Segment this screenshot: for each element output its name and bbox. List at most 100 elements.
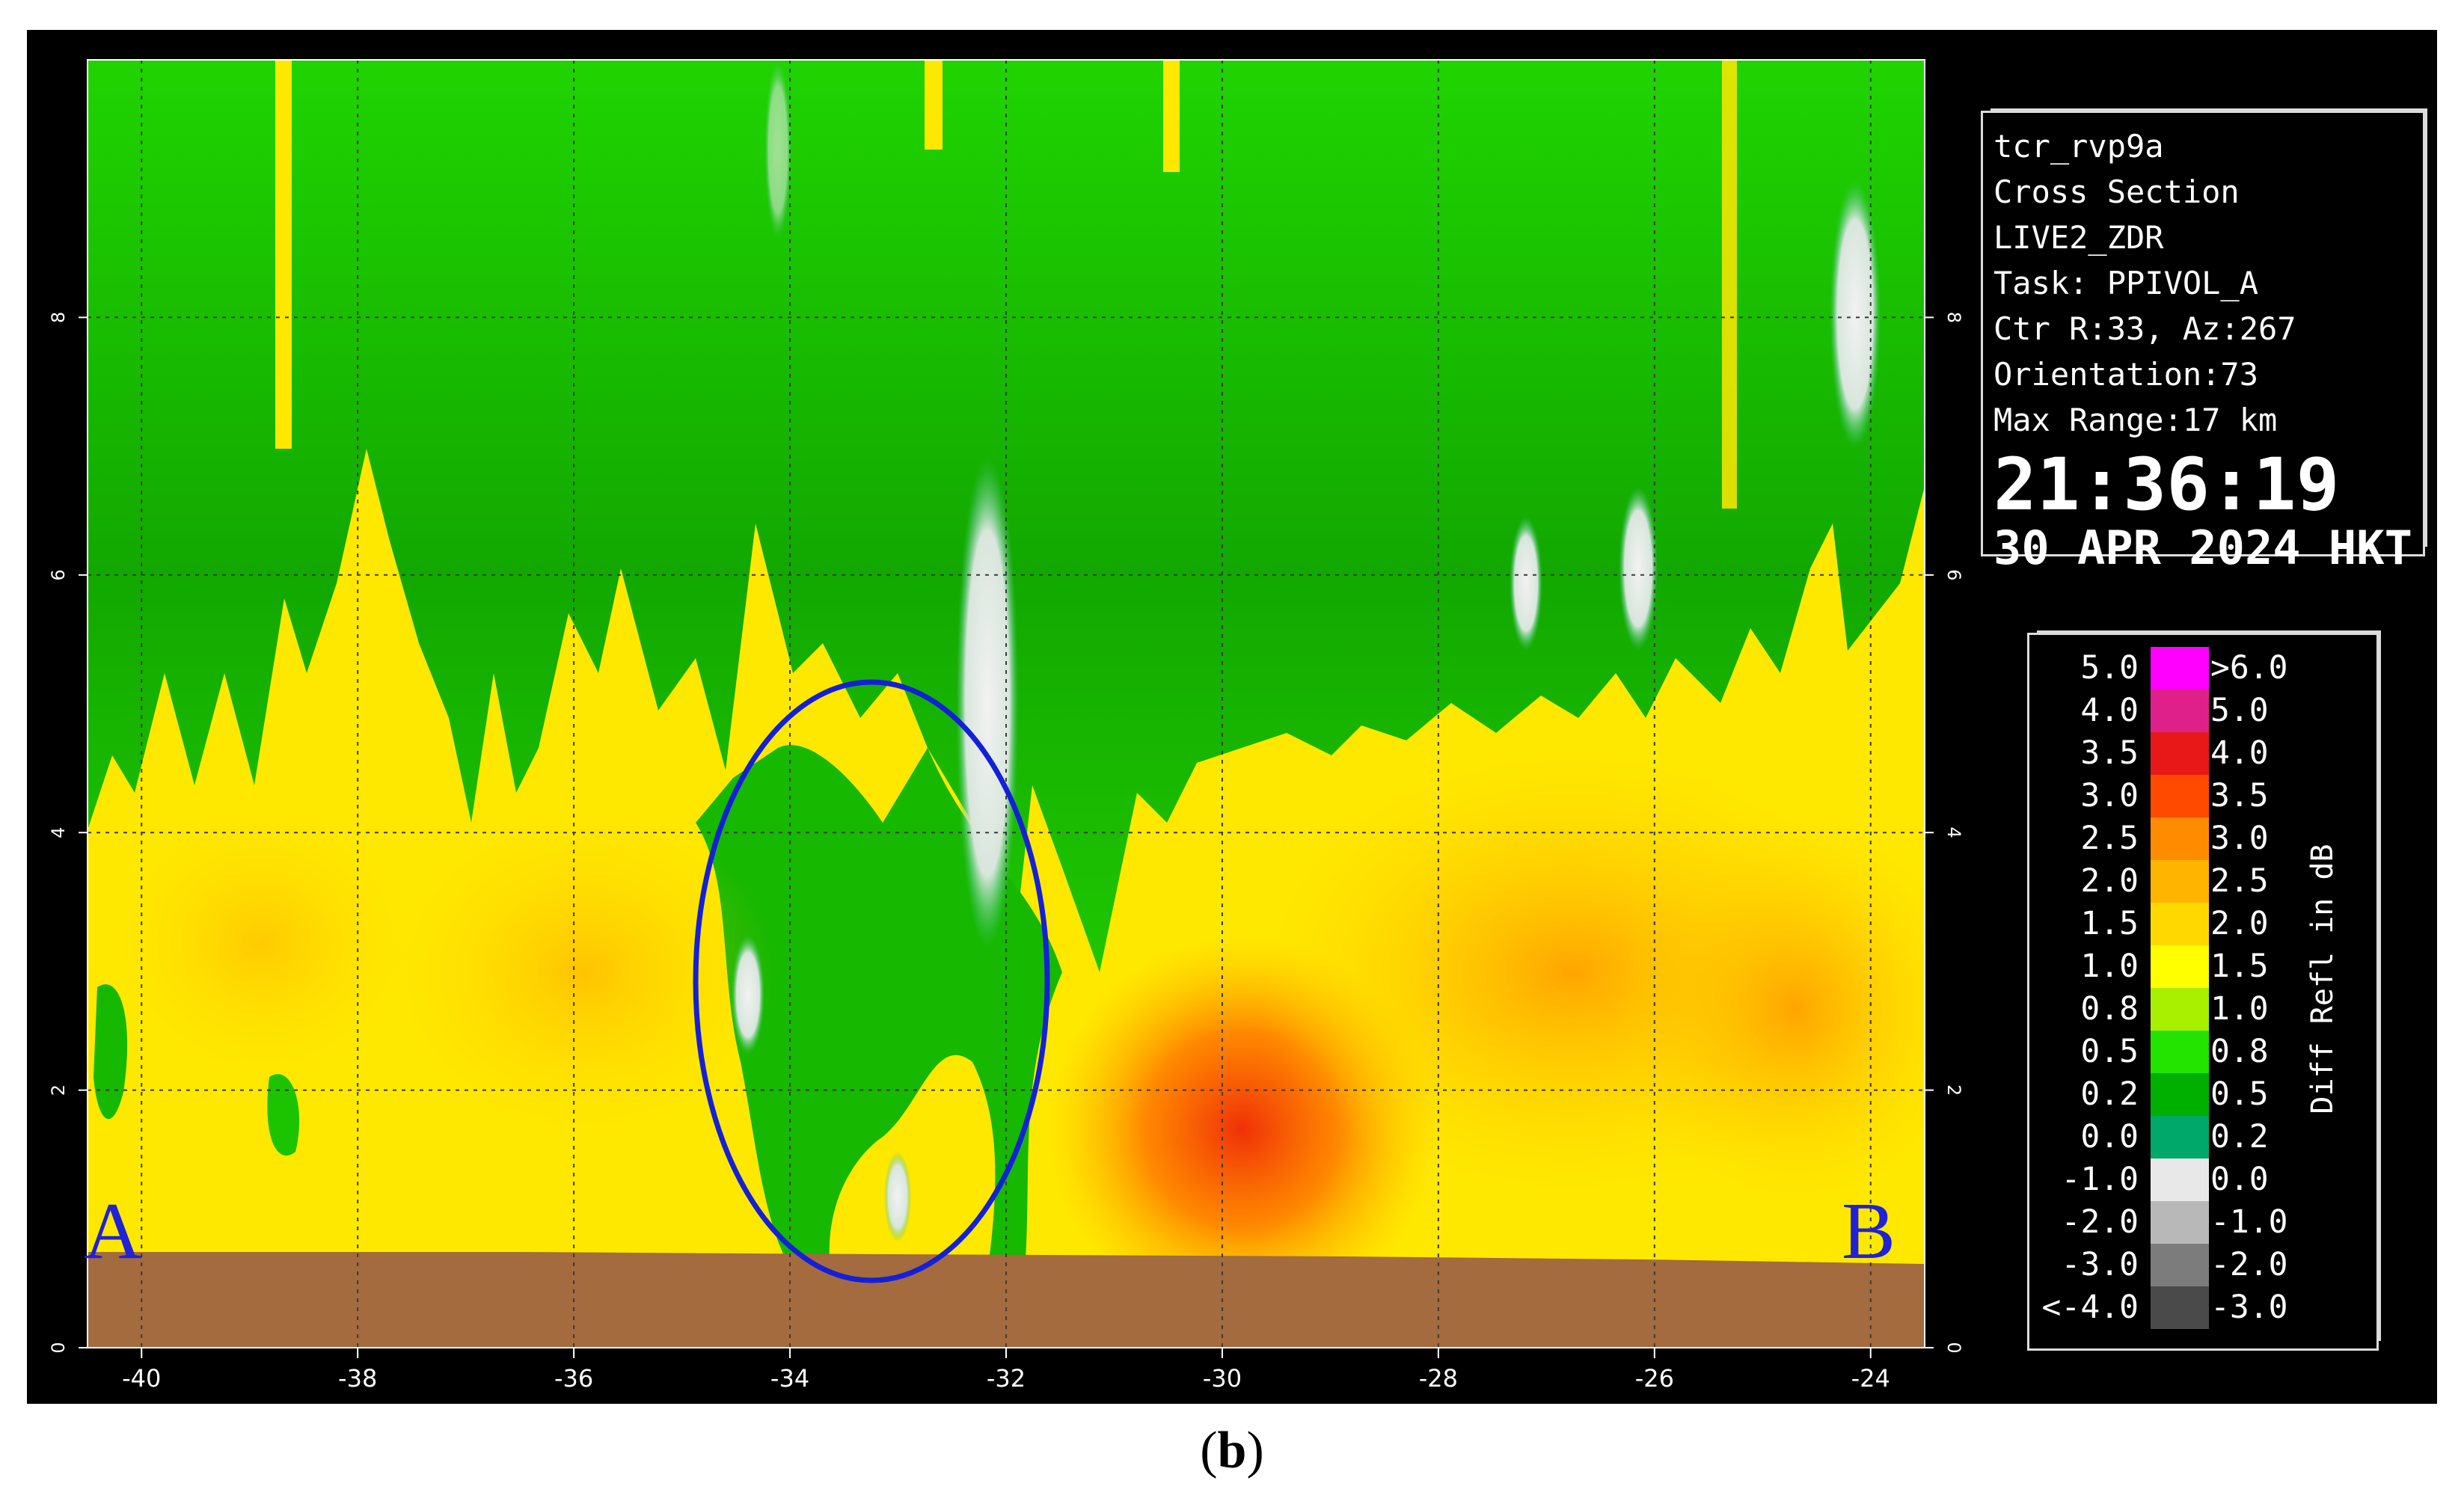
legend-swatch — [2151, 1158, 2209, 1201]
legend-upper-bound: 0.0 — [2210, 1161, 2269, 1198]
orange-patch-far-left — [112, 808, 411, 1077]
legend-swatch — [2151, 647, 2209, 690]
yellow-streak-3 — [1163, 60, 1180, 172]
legend-lower-bound: 0.5 — [2080, 1033, 2139, 1070]
y-tick-label-right: 6 — [1943, 569, 1964, 580]
y-tick-label-right: 0 — [1943, 1342, 1964, 1353]
legend-upper-bound: -2.0 — [2210, 1246, 2288, 1283]
legend-row: <-4.0 -3.0 — [2029, 1286, 2376, 1329]
legend-upper-bound: 4.0 — [2210, 734, 2269, 772]
x-tick-label: -36 — [554, 1364, 593, 1393]
green-streak-far-left — [267, 1074, 300, 1156]
x-axis: -40 -38 -36 -34 -32 -30 -28 -26 -24 — [122, 1348, 1890, 1393]
field-name: LIVE2_ZDR — [1993, 219, 2164, 256]
legend-lower-bound: -3.0 — [2061, 1246, 2139, 1283]
legend-lower-bound: 1.5 — [2080, 905, 2139, 942]
x-tick-label: -38 — [338, 1364, 377, 1393]
legend-swatch — [2151, 1073, 2209, 1116]
marker-b: B — [1842, 1187, 1895, 1276]
white-streak-top — [764, 60, 791, 239]
white-column-center — [956, 456, 1019, 950]
legend-swatch — [2151, 690, 2209, 732]
info-panel: tcr_rvp9a Cross Section LIVE2_ZDR Task: … — [1981, 111, 2425, 574]
legend-swatch — [2151, 732, 2209, 775]
green-streak-left — [94, 984, 128, 1120]
caption-close: ) — [1246, 1422, 1264, 1479]
legend-row: 4.0 5.0 — [2029, 690, 2376, 732]
legend-row: -1.0 0.0 — [2029, 1158, 2376, 1201]
x-tick-label: -28 — [1419, 1364, 1458, 1393]
legend-swatch — [2151, 860, 2209, 903]
date-readout: 30 APR 2024 HKT — [1993, 521, 2412, 575]
legend-row: -2.0 -1.0 — [2029, 1201, 2376, 1244]
legend-row: 2.0 2.5 — [2029, 860, 2376, 903]
legend-swatch — [2151, 988, 2209, 1031]
task-name: Task: PPIVOL_A — [1993, 265, 2259, 301]
legend-upper-bound: 2.0 — [2210, 905, 2269, 942]
caption-open: ( — [1200, 1422, 1218, 1479]
marker-a: A — [84, 1187, 142, 1276]
legend-lower-bound: <-4.0 — [2041, 1289, 2139, 1326]
legend-row: 5.0 >6.0 — [2029, 647, 2376, 690]
orange-patch-left — [389, 808, 778, 1137]
legend-upper-bound: -3.0 — [2210, 1289, 2288, 1326]
legend-upper-bound: 2.5 — [2210, 862, 2269, 900]
y-tick-label-left: 0 — [48, 1342, 69, 1353]
legend-swatch — [2151, 1116, 2209, 1158]
x-tick-label: -32 — [987, 1364, 1026, 1393]
caption-letter: b — [1217, 1422, 1247, 1479]
white-spot-bottom — [884, 1152, 911, 1242]
legend-row: 3.0 3.5 — [2029, 775, 2376, 817]
legend-upper-bound: 0.2 — [2210, 1118, 2269, 1155]
x-tick-label: -24 — [1851, 1364, 1890, 1393]
x-tick-label: -30 — [1203, 1364, 1242, 1393]
time-readout: 21:36:19 — [1993, 443, 2340, 527]
legend-upper-bound: 3.5 — [2210, 777, 2269, 814]
color-legend: 5.0 >6.0 4.0 5.0 3.5 4.0 3.0 3.5 2.5 3.0 2.0 2.5 1.5… — [2027, 633, 2379, 1351]
orientation-readout: Orientation:73 — [1993, 356, 2259, 393]
white-column-right — [1830, 179, 1881, 449]
x-tick-label: -34 — [770, 1364, 809, 1393]
legend-swatch — [2151, 945, 2209, 988]
y-axis: 0 0 2 2 4 4 6 6 8 8 — [48, 312, 1964, 1354]
legend-row: 1.0 1.5 — [2029, 945, 2376, 988]
legend-lower-bound: 0.8 — [2080, 990, 2139, 1028]
legend-swatch — [2151, 817, 2209, 860]
center-readout: Ctr R:33, Az:267 — [1993, 310, 2296, 347]
legend-row: 2.5 3.0 — [2029, 817, 2376, 860]
legend-swatch — [2151, 903, 2209, 945]
legend-upper-bound: 5.0 — [2210, 692, 2269, 729]
legend-row: 3.5 4.0 — [2029, 732, 2376, 775]
y-tick-label-right: 4 — [1943, 827, 1964, 838]
product-name: Cross Section — [1993, 174, 2240, 210]
legend-swatch — [2151, 775, 2209, 817]
yellow-streak-2 — [925, 60, 943, 150]
legend-swatch — [2151, 1031, 2209, 1073]
legend-lower-bound: 3.5 — [2080, 734, 2139, 772]
white-column-mid-right-2 — [1510, 516, 1542, 651]
x-tick-label: -26 — [1635, 1364, 1674, 1393]
legend-row: 0.5 0.8 — [2029, 1031, 2376, 1073]
legend-upper-bound: 0.5 — [2210, 1075, 2269, 1113]
reflectivity-field — [88, 60, 1925, 1348]
legend-upper-bound: 1.0 — [2210, 990, 2269, 1028]
legend-upper-bound: 3.0 — [2210, 820, 2269, 857]
y-tick-label-right: 8 — [1943, 312, 1964, 323]
legend-row: 1.5 2.0 — [2029, 903, 2376, 945]
y-tick-label-left: 4 — [48, 827, 69, 838]
legend-lower-bound: -1.0 — [2061, 1161, 2139, 1198]
legend-lower-bound: 5.0 — [2080, 649, 2139, 687]
figure-caption: (b) — [0, 1421, 2464, 1481]
y-tick-label-left: 8 — [48, 312, 69, 323]
y-tick-label-left: 2 — [48, 1084, 69, 1096]
legend-upper-bound: 0.8 — [2210, 1033, 2269, 1070]
legend-upper-bound: >6.0 — [2210, 649, 2288, 687]
legend-title: Diff Refl in dB — [2305, 844, 2340, 1114]
legend-row: 0.8 1.0 — [2029, 988, 2376, 1031]
orange-band-right — [1616, 815, 1925, 1204]
legend-lower-bound: 2.0 — [2080, 862, 2139, 900]
white-spot-circle — [732, 935, 764, 1055]
legend-lower-bound: 2.5 — [2080, 820, 2139, 857]
white-column-mid-right — [1619, 486, 1658, 651]
